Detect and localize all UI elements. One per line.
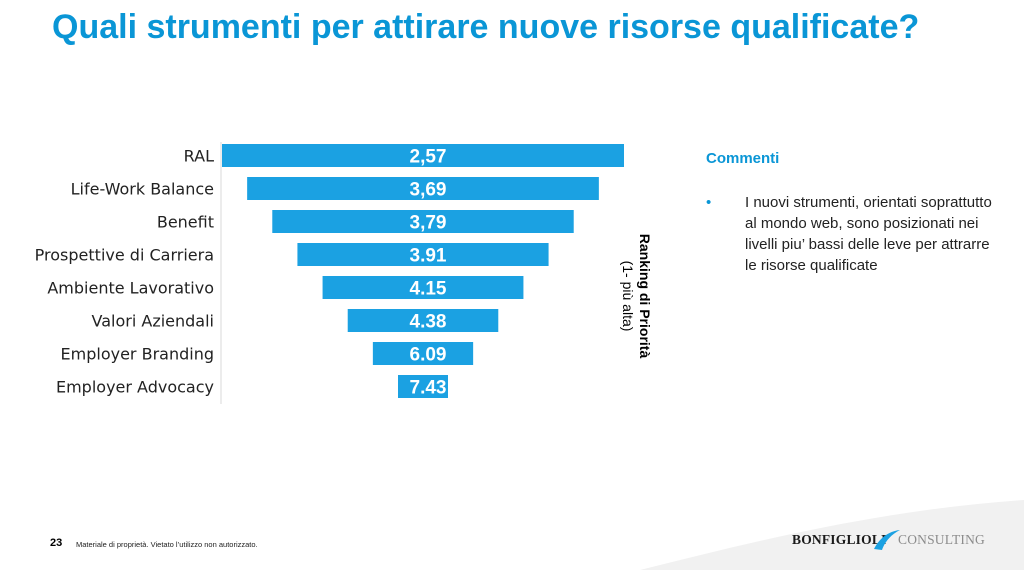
comments-heading: Commenti [706, 150, 780, 167]
comment-text: I nuovi strumenti, orientati soprattutto… [745, 194, 992, 274]
funnel-bar [372, 342, 474, 365]
category-label: Benefit [157, 213, 214, 232]
funnel-bar [322, 276, 524, 299]
axis-subtitle: (1- più alta) [620, 261, 636, 332]
category-label: Employer Branding [61, 345, 214, 364]
value-label: 3,79 [410, 213, 447, 234]
bullet-marker: • [706, 194, 712, 211]
logo-text-left: BONFIGLIOLI [792, 532, 887, 547]
funnel-bar [398, 375, 448, 398]
category-label: Valori Aziendali [92, 312, 214, 331]
funnel-bar [222, 144, 624, 167]
value-label: 2,57 [410, 147, 447, 168]
category-label: Prospettive di Carriera [35, 246, 214, 265]
logo-text-right: CONSULTING [898, 532, 986, 547]
axis-title-group: Ranking di Priorità(1- più alta) [620, 234, 653, 359]
value-label: 4.38 [410, 312, 447, 333]
value-label: 4.15 [410, 279, 447, 300]
funnel-bar [272, 210, 574, 233]
funnel-bar [297, 243, 549, 266]
value-label: 6.09 [410, 345, 447, 366]
logo-swoosh-icon [874, 530, 900, 550]
value-label: 3.91 [410, 246, 447, 267]
footer-note: Materiale di proprietà. Vietato l’utiliz… [76, 540, 258, 549]
funnel-bar [247, 177, 599, 200]
slide-title: Quali strumenti per attirare nuove risor… [52, 8, 920, 46]
value-label: 7.43 [410, 378, 447, 399]
axis-title: Ranking di Priorità [637, 234, 653, 359]
category-label: RAL [184, 147, 214, 166]
category-label: Employer Advocacy [56, 378, 214, 397]
page-number: 23 [50, 537, 63, 549]
company-logo: BONFIGLIOLI CONSULTING [792, 527, 986, 553]
value-label: 3,69 [410, 180, 447, 201]
category-label: Life-Work Balance [71, 180, 214, 199]
funnel-bar [347, 309, 499, 332]
category-label: Ambiente Lavorativo [47, 279, 214, 298]
